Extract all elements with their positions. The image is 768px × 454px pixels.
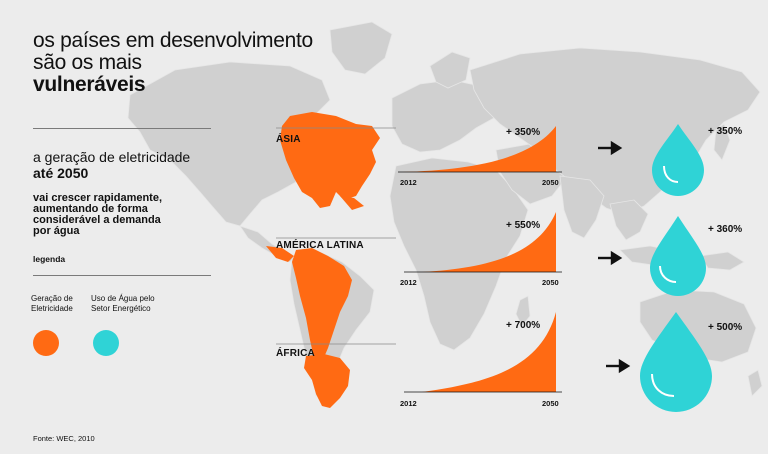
asia-water-growth: + 350% — [708, 126, 743, 137]
latam-end-year: 2050 — [542, 278, 559, 287]
asia-water-drop-highlight — [663, 165, 679, 183]
mexico-highlight-shape — [266, 246, 294, 262]
africa-electricity-growth: + 700% — [506, 320, 541, 331]
description-line-3: considerável a demanda — [33, 214, 161, 226]
latam-electricity-growth: + 550% — [506, 220, 541, 231]
greenland-shape — [329, 21, 393, 75]
legend-water-line-1: Uso de Água pelo — [91, 294, 155, 303]
legend-electricity-line-2: Eletricidade — [31, 304, 73, 313]
asia-water-drop-icon — [652, 124, 704, 196]
latin-america-highlight-shape — [292, 248, 352, 372]
source-note: Fonte: WEC, 2010 — [33, 434, 95, 443]
latam-water-drop-highlight — [659, 265, 677, 283]
africa-end-year: 2050 — [542, 399, 559, 408]
africa-water-drop-icon — [640, 312, 712, 412]
new-zealand-shape — [747, 369, 763, 397]
africa-water-drop-highlight — [651, 373, 675, 397]
description-line-1: vai crescer rapidamente, — [33, 192, 163, 204]
region-label-asia: ÁSIA — [276, 134, 301, 145]
title-line-3: vulneráveis — [33, 73, 146, 96]
africa-highlight-shape — [304, 354, 350, 408]
japan-shape — [713, 123, 731, 161]
title-line-2: são os mais — [33, 51, 142, 74]
description-line-2: aumentando de forma — [33, 203, 148, 215]
region-label-latin-america: AMÉRICA LATINA — [276, 240, 364, 251]
north-america-shape — [127, 61, 331, 227]
india-shape — [559, 175, 605, 239]
latam-growth-curve — [422, 212, 556, 272]
title-line-1: os países em desenvolvimento — [33, 29, 313, 52]
subtitle-line-2: até 2050 — [33, 165, 89, 181]
latam-water-drop-icon — [650, 216, 706, 296]
africa-arrow — [606, 358, 631, 374]
asia-end-year: 2050 — [542, 178, 559, 187]
africa-shape — [389, 157, 529, 351]
asia-highlight-shape — [280, 112, 380, 208]
scandinavia-shape — [429, 51, 471, 89]
asia-electricity-growth: + 350% — [506, 127, 541, 138]
legend-electricity-swatch — [33, 330, 59, 356]
legend-water-swatch — [93, 330, 119, 356]
latam-water-growth: + 360% — [708, 224, 743, 235]
latam-arrow — [598, 250, 623, 266]
africa-water-growth: + 500% — [708, 322, 743, 333]
asia-arrow — [598, 140, 623, 156]
title-divider — [33, 128, 211, 129]
asia-shape — [469, 47, 761, 215]
region-label-africa: ÁFRICA — [276, 348, 315, 359]
legend-electricity-line-1: Geração de — [31, 294, 73, 303]
new-guinea-shape — [699, 251, 745, 271]
madagascar-shape — [515, 295, 531, 327]
asia-start-year: 2012 — [400, 178, 417, 187]
africa-growth-curve — [422, 312, 556, 392]
legend-water-line-2: Setor Energético — [91, 304, 151, 313]
description-line-4: por água — [33, 225, 80, 237]
asia-growth-curve — [402, 126, 556, 172]
legend-divider — [33, 275, 211, 276]
subtitle-line-1: a geração de eletricidade — [33, 149, 191, 165]
africa-start-year: 2012 — [400, 399, 417, 408]
southeast-asia-highlight-shape — [340, 196, 364, 210]
legend-label: legenda — [33, 254, 66, 264]
latam-start-year: 2012 — [400, 278, 417, 287]
se-asia-shape — [609, 199, 649, 241]
